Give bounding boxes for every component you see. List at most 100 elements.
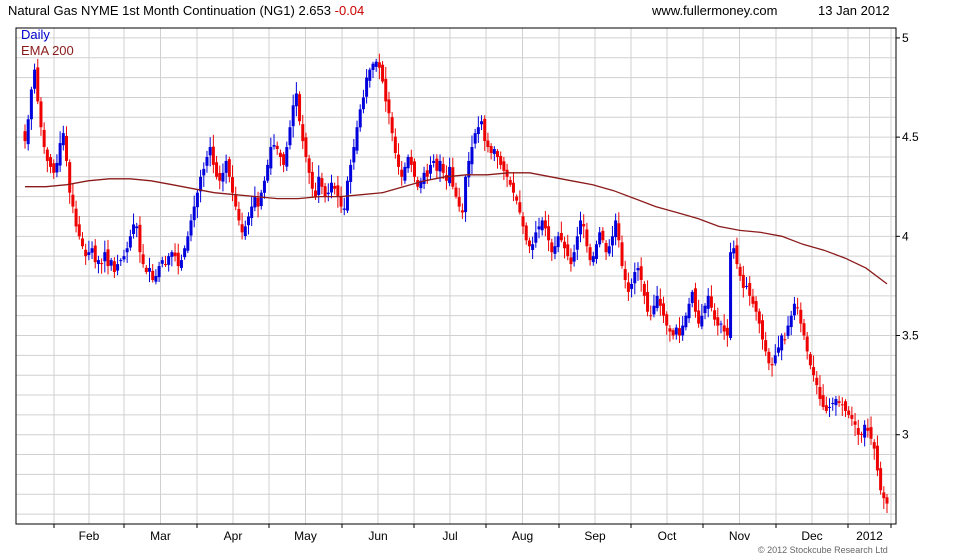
candle-body (45, 149, 49, 161)
candle-body (754, 301, 758, 312)
candle-body (585, 229, 589, 247)
candle-body (610, 236, 614, 246)
candle-body (751, 296, 755, 304)
legend-entry: Daily (21, 27, 50, 42)
candle-body (799, 309, 803, 324)
candle-body (885, 497, 889, 504)
candle-body (879, 468, 883, 491)
candle-body (90, 248, 94, 253)
candle-body (518, 202, 522, 213)
candle-body (208, 147, 212, 156)
candle-body (553, 246, 557, 254)
candle-body (246, 216, 250, 226)
candle-body (148, 268, 152, 272)
candle-body (224, 160, 228, 173)
candle-body (256, 197, 260, 207)
legend-entry: EMA 200 (21, 43, 74, 58)
candle-body (805, 336, 809, 352)
candle-body (824, 405, 828, 411)
candle-body (96, 260, 100, 264)
candle-body (582, 224, 586, 227)
candle-body (687, 303, 691, 319)
candle-body (195, 192, 199, 208)
candle-body (665, 314, 669, 326)
x-tick-label: Jun (368, 529, 387, 543)
candle-body (422, 172, 426, 184)
candle-body (221, 172, 225, 182)
candle-body (486, 140, 490, 148)
candle-body (700, 315, 704, 327)
candle-body (843, 401, 847, 411)
candle-body (796, 307, 800, 309)
candle-body (483, 118, 487, 142)
candle-body (617, 223, 621, 241)
candle-body (716, 317, 720, 326)
x-tick-label: Jul (442, 529, 457, 543)
candle-body (33, 69, 37, 89)
candle-body (543, 220, 547, 229)
x-tick-label: Oct (658, 529, 677, 543)
candle-body (112, 261, 116, 273)
candle-body (547, 226, 551, 241)
last-price: 2.653 (298, 3, 332, 18)
candle-body (68, 162, 72, 193)
candle-body (135, 226, 139, 229)
candle-body (390, 117, 394, 134)
candle-body (215, 162, 219, 177)
candle-body (301, 124, 305, 142)
candle-body (103, 252, 107, 262)
candle-body (285, 147, 289, 167)
candle-body (125, 248, 129, 253)
candle-body (259, 192, 263, 207)
candle-body (93, 245, 97, 263)
candle-body (550, 242, 554, 253)
candle-body (36, 67, 40, 102)
candle-body (703, 305, 707, 314)
candle-body (317, 176, 321, 195)
candle-body (853, 421, 857, 425)
candle-body (828, 406, 832, 408)
x-tick-label: 2012 (856, 529, 883, 543)
candle-body (425, 170, 429, 177)
candle-body (556, 236, 560, 248)
candle-body (502, 161, 506, 171)
candle-body (706, 295, 710, 309)
candle-body (566, 244, 570, 257)
y-tick-label: 3 (902, 428, 909, 442)
candle-body (464, 176, 468, 213)
candle-body (189, 220, 193, 236)
candle-body (649, 315, 653, 317)
candle-body (684, 315, 688, 328)
instrument-title: Natural Gas NYME 1st Month Continuation … (8, 3, 295, 18)
candle-body (668, 328, 672, 332)
candle-body (626, 282, 630, 292)
candle-body (719, 323, 723, 325)
candle-body (151, 270, 155, 280)
candle-body (588, 247, 592, 261)
candle-body (141, 254, 145, 265)
candle-body (470, 147, 474, 165)
candle-body (537, 226, 541, 230)
candle-body (186, 236, 190, 251)
candle-body (77, 224, 81, 237)
candle-body (808, 354, 812, 366)
candle-body (352, 147, 356, 163)
candle-body (227, 159, 231, 177)
candle-body (269, 147, 273, 169)
candle-body (211, 146, 215, 165)
candle-body (780, 335, 784, 351)
candle-body (620, 242, 624, 267)
candle-body (693, 288, 697, 312)
x-tick-label: Sep (584, 529, 606, 543)
candle-body (262, 180, 266, 193)
candle-body (240, 224, 244, 233)
candle-body (563, 241, 567, 249)
candle-body (786, 325, 790, 336)
candle-body (646, 292, 650, 312)
website-label: www.fullermoney.com (652, 3, 778, 18)
candle-body (818, 386, 822, 400)
candle-body (58, 143, 62, 166)
candle-body (371, 63, 375, 70)
candle-body (642, 283, 646, 296)
candle-body (170, 252, 174, 257)
